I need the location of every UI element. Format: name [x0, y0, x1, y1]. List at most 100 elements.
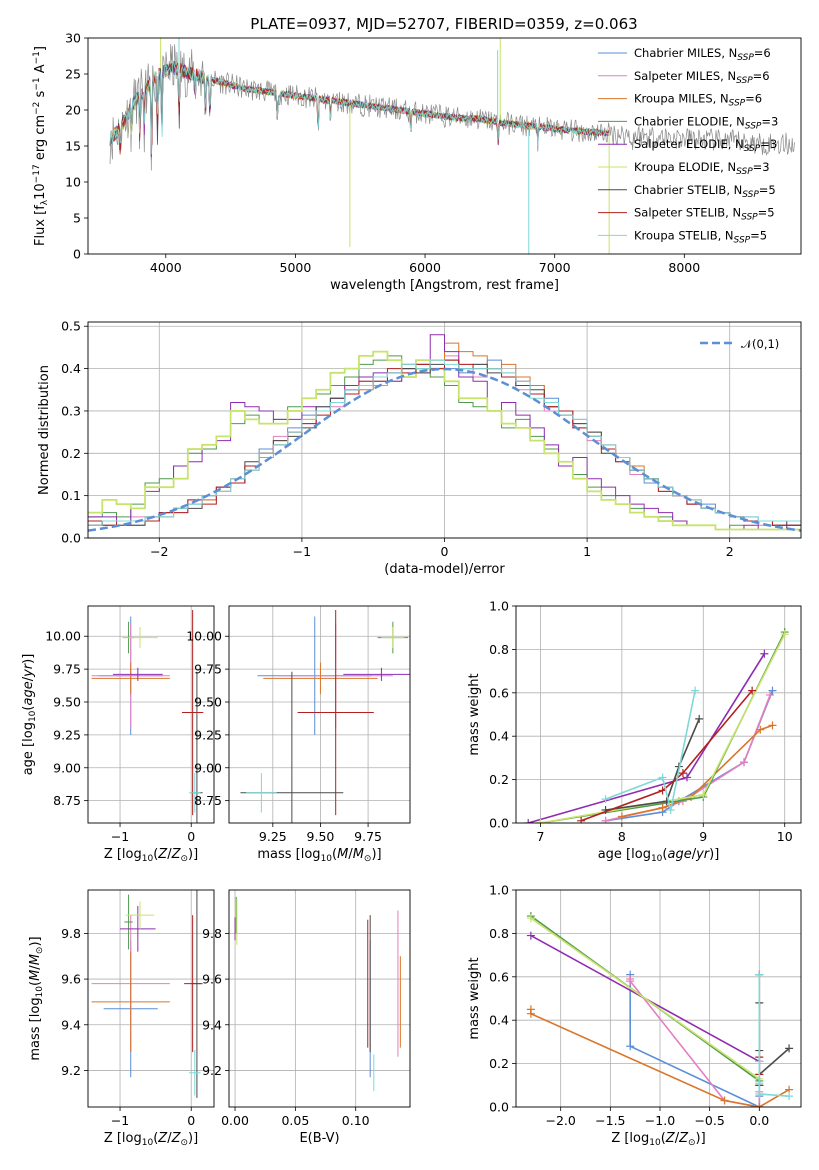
y-tick-label: 9.75 [53, 662, 81, 677]
point-chabrier-stelib [785, 1044, 794, 1053]
axes-frame [228, 889, 411, 1108]
data-spectrum-line [109, 44, 795, 171]
point-salpeter-elodie [524, 819, 533, 823]
spectrum-legend: Chabrier MILES, NSSP=6 Salpeter MILES, NS… [598, 46, 778, 245]
point-kroupa-elodie [780, 630, 789, 639]
x-tick-label: 9.25 [259, 829, 287, 844]
x-tick-label: −1.0 [645, 1113, 675, 1128]
x-tick-label: 7 [536, 829, 544, 844]
point-kroupa-elodie [699, 790, 708, 799]
point-salpeter-miles [601, 816, 610, 823]
y-tick-label: 1.0 [489, 883, 509, 898]
y-tick-label: 0.6 [489, 969, 509, 984]
errorbars [91, 890, 203, 1098]
y-axis-label: mass [log10(M/M⊙)] [28, 936, 45, 1060]
x-tick-label: 6000 [409, 260, 441, 275]
point-kroupa-miles [756, 725, 765, 734]
point-kroupa-stelib [755, 1089, 764, 1098]
y-tick-label: 0.1 [61, 488, 81, 503]
x-tick-label: 1 [583, 544, 591, 559]
errorbars [91, 609, 204, 823]
panel-mass_vs_ebv: 0.00 0.05 0.10 9.2 9.4 9.6 9.8 E(B-V) [202, 889, 411, 1146]
legend-label: Chabrier MILES, NSSP=6 [634, 46, 771, 63]
point-kroupa-elodie [536, 819, 545, 823]
point-kroupa-miles [526, 1009, 535, 1018]
line-salpeter-elodie [527, 653, 766, 823]
errorbars [234, 896, 401, 1092]
y-tick-label: 0.0 [489, 816, 509, 831]
point-salpeter-stelib [577, 816, 586, 823]
point-kroupa-stelib [666, 805, 675, 814]
point-salpeter-miles [766, 690, 775, 699]
x-tick-label: 0 [187, 829, 195, 844]
legend-label: Salpeter MILES, NSSP=6 [634, 69, 770, 86]
errorbars [240, 609, 410, 823]
y-tick-label: 0.6 [489, 685, 509, 700]
point-salpeter-elodie [683, 773, 691, 782]
x-axis-label: (data-model)/error [384, 562, 505, 577]
point-kroupa-miles [768, 721, 777, 730]
line-chabrier-stelib [758, 1002, 790, 1086]
y-tick-label: 0 [73, 247, 81, 262]
model-spectrum-kroupa-stelib [109, 60, 609, 155]
y-tick-label: 9.4 [61, 1017, 81, 1032]
point-chabrier-miles [768, 686, 777, 695]
x-tick-label: 2 [726, 544, 734, 559]
legend-label: Salpeter STELIB, NSSP=5 [634, 206, 775, 223]
mass-weight-lines [526, 912, 794, 1107]
line-chabrier-stelib [605, 718, 700, 811]
x-tick-label: −1 [293, 544, 311, 559]
normal-curve [88, 367, 801, 532]
x-tick-label: 0.00 [221, 1113, 249, 1128]
y-tick-label: 9.8 [202, 926, 222, 941]
point-kroupa-stelib [601, 795, 610, 804]
y-tick-label: 0.4 [61, 361, 81, 376]
point-salpeter-miles [740, 758, 748, 767]
y-tick-label: 30 [65, 31, 81, 46]
y-tick-label: 9.25 [194, 727, 222, 742]
axes-frame [228, 605, 411, 824]
legend-label: Salpeter ELODIE, NSSP=3 [634, 137, 777, 154]
legend-label: Chabrier ELODIE, NSSP=3 [634, 114, 778, 131]
y-tick-label: 9.50 [194, 695, 222, 710]
legend-label: Kroupa STELIB, NSSP=5 [634, 228, 767, 245]
x-tick-label: −1.5 [595, 1113, 625, 1128]
legend-label: Kroupa MILES, NSSP=6 [634, 92, 762, 109]
point-kroupa-elodie [526, 914, 535, 923]
line-kroupa-elodie [530, 917, 760, 1080]
axes-frame [515, 605, 802, 824]
point-kroupa-miles [720, 1096, 729, 1105]
y-tick-label: 10.00 [186, 629, 222, 644]
axes-frame [515, 889, 802, 1108]
histogram-steps [88, 334, 801, 532]
point-kroupa-stelib [755, 1057, 764, 1066]
figure-title: PLATE=0937, MJD=52707, FIBERID=0359, z=0… [250, 15, 637, 33]
legend-label: Chabrier STELIB, NSSP=5 [634, 183, 776, 200]
x-axis-label: Z [log10(Z/Z⊙)] [104, 1131, 198, 1148]
y-tick-label: 1.0 [489, 599, 509, 614]
y-tick-label: 8.75 [194, 793, 222, 808]
panel-massweight_vs_Z: −2.0 −1.5 −1.0 −0.5 0.0 0.0 0.2 0.4 0.6 0.8 1.0 Z [… [467, 883, 802, 1148]
spectrum-lines [109, 38, 795, 254]
y-tick-label: 10.00 [45, 629, 81, 644]
y-tick-label: 15 [65, 139, 81, 154]
y-tick-label: 0.0 [61, 531, 81, 546]
y-tick-label: 9.50 [53, 695, 81, 710]
y-tick-label: 9.25 [53, 727, 81, 742]
y-tick-label: 9.6 [202, 972, 222, 987]
point-chabrier-miles [626, 1042, 635, 1051]
x-axis-label: age [log10(age/yr)] [598, 847, 720, 864]
mass-weight-lines [524, 628, 789, 823]
legend-label: 𝒩(0,1) [741, 337, 779, 351]
x-tick-label: 9.50 [307, 829, 335, 844]
point-salpeter-stelib [678, 769, 687, 778]
x-tick-label: 0 [187, 1113, 195, 1128]
point-kroupa-stelib [755, 1079, 764, 1088]
y-axis-label: Normed distribution [37, 365, 52, 495]
x-tick-label: −2 [150, 544, 168, 559]
panel-residual_hist: −2 −1 0 1 2 0.0 0.1 0.2 0.3 0.4 0.5 (data-model)/er… [37, 319, 802, 577]
y-axis-label: mass weight [467, 673, 482, 755]
x-tick-label: 0 [441, 544, 449, 559]
hist-kroupa-stelib [88, 359, 801, 526]
